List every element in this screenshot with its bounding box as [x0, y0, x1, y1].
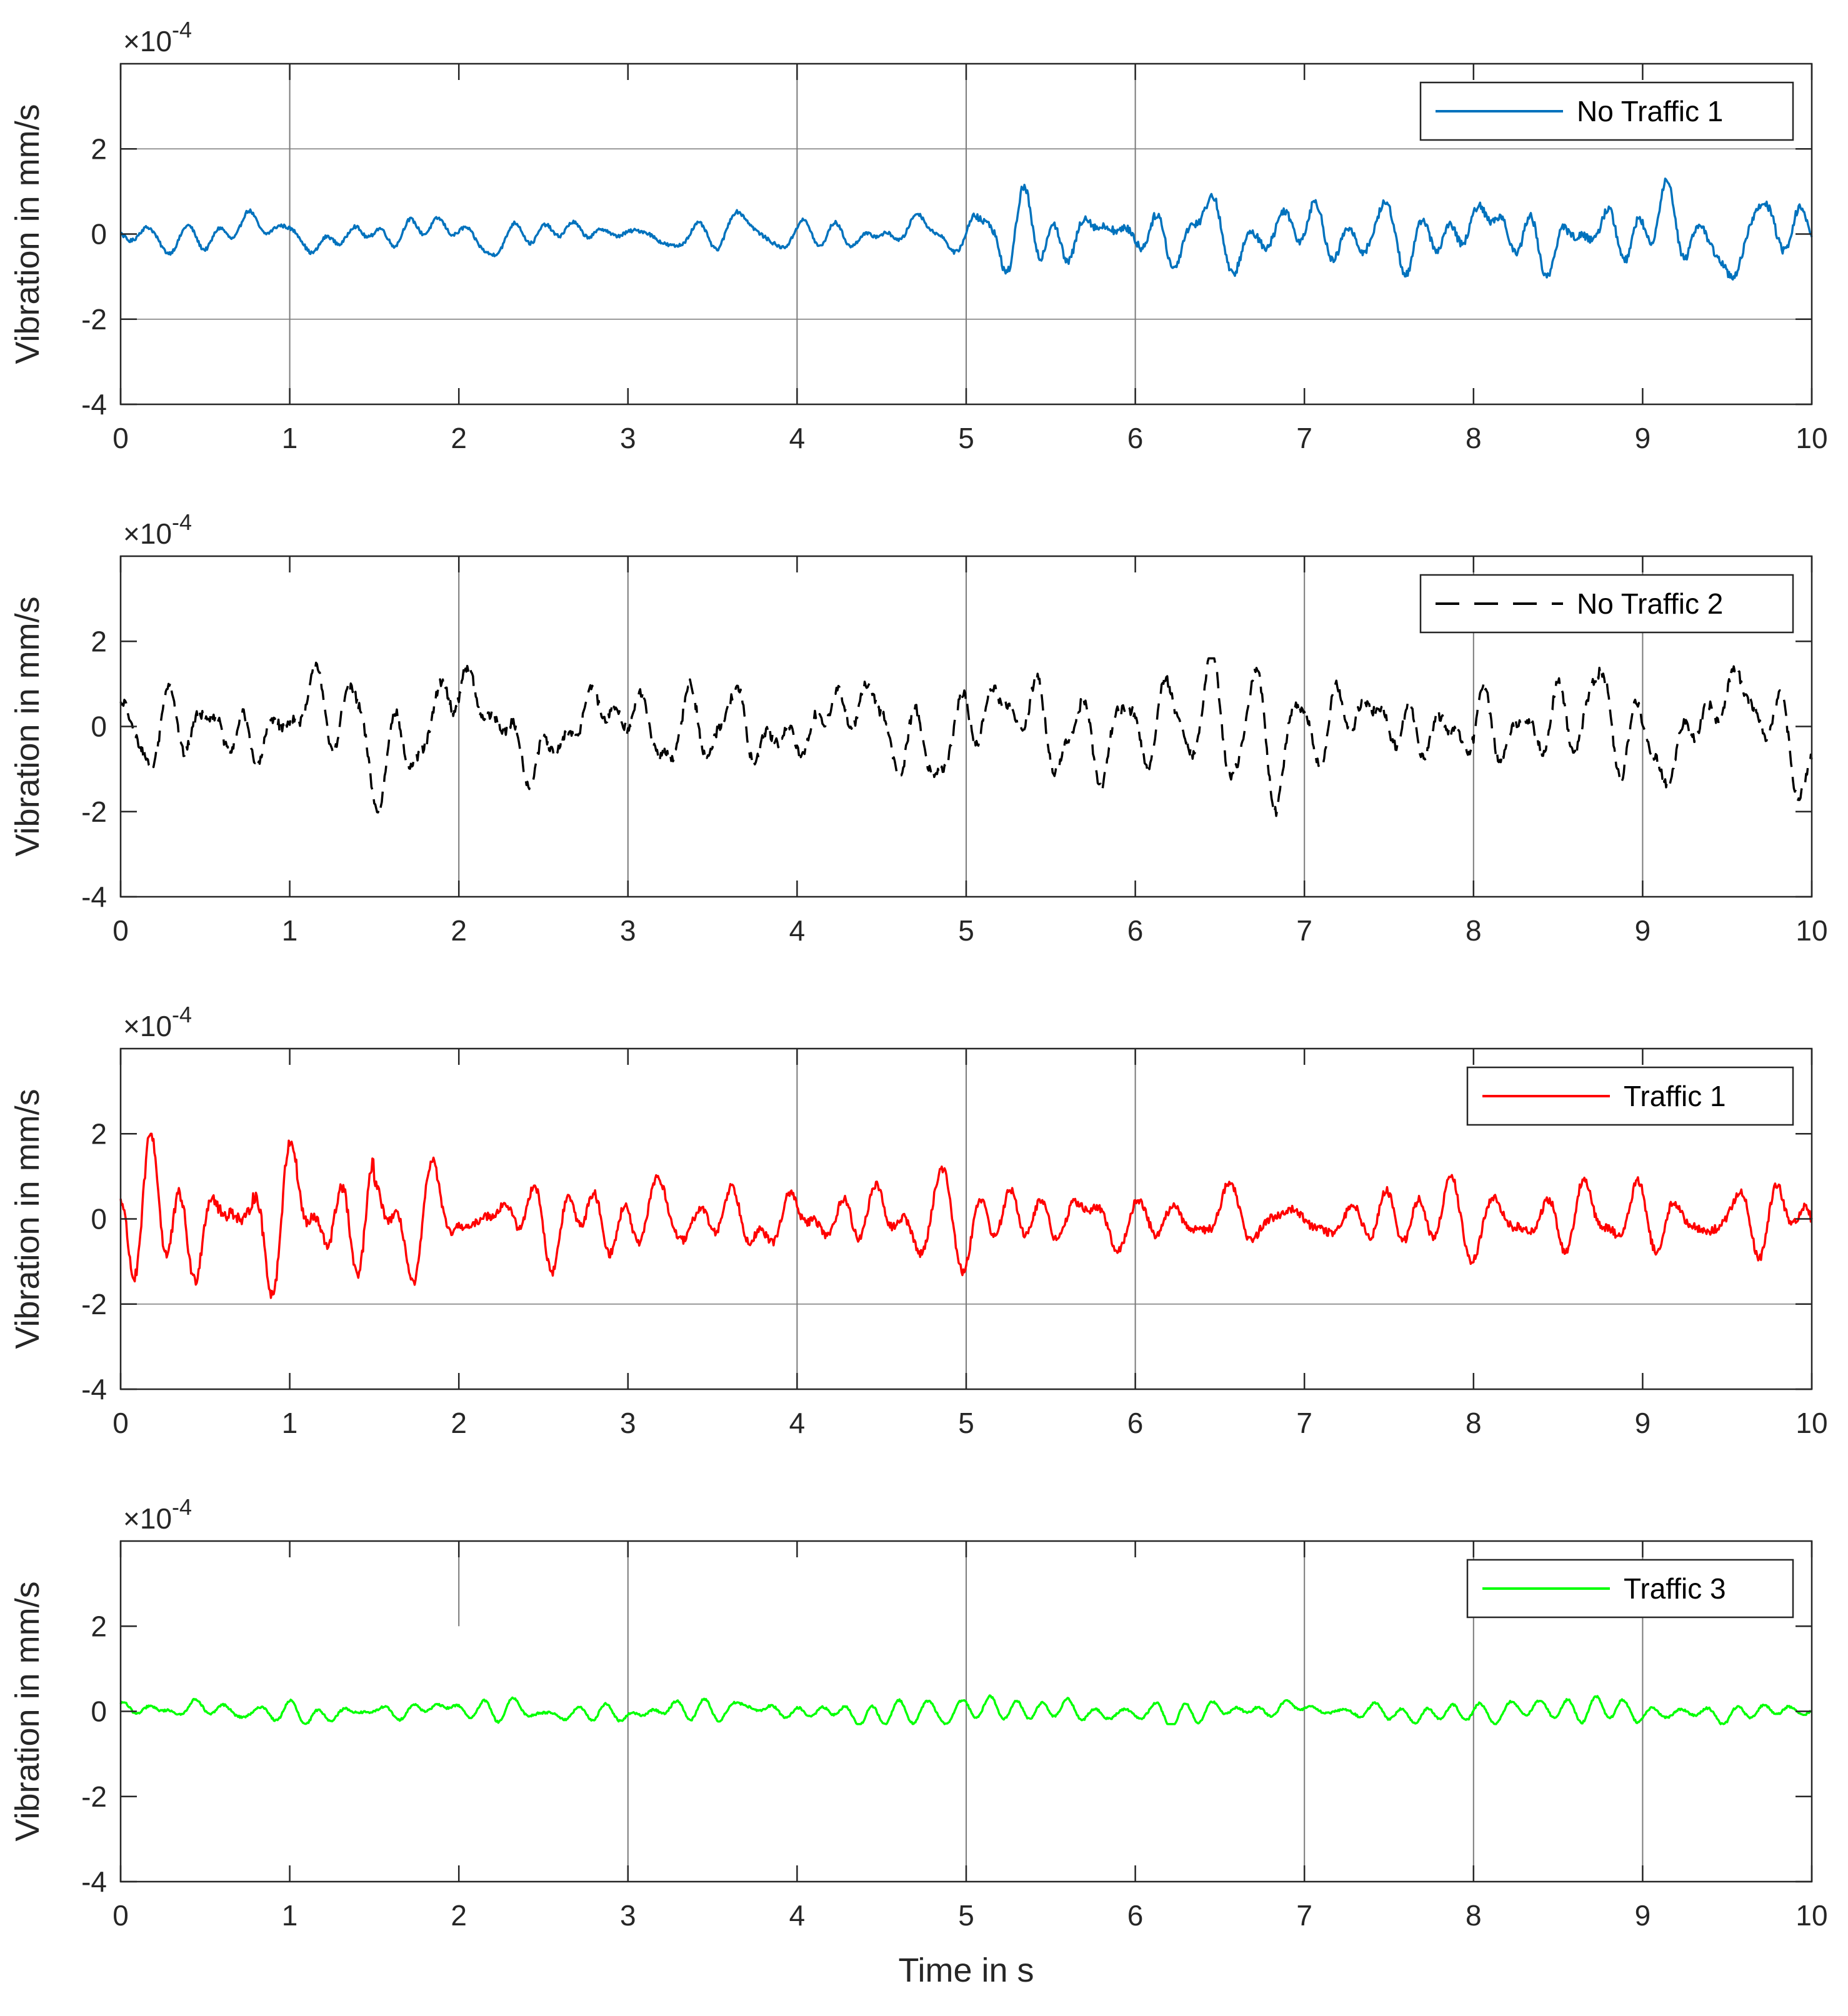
x-tick-label: 7 [1296, 422, 1312, 454]
x-tick-label: 5 [958, 1899, 974, 1932]
x-tick-label: 6 [1127, 422, 1144, 454]
x-tick-label: 1 [282, 1407, 298, 1439]
y-tick-label: -4 [81, 1865, 107, 1898]
legend: No Traffic 2 [1419, 574, 1794, 634]
series-line [119, 657, 1813, 817]
x-tick-label: 4 [789, 422, 806, 454]
y-tick-label: -2 [81, 1288, 107, 1320]
x-tick-label: 9 [1635, 422, 1651, 454]
x-tick-label: 2 [451, 914, 467, 947]
x-tick-label: 5 [958, 1407, 974, 1439]
x-tick-label: 10 [1796, 1407, 1827, 1439]
y-tick-label: 0 [91, 711, 107, 743]
legend-label: No Traffic 1 [1577, 95, 1723, 127]
legend: Traffic 1 [1466, 1066, 1794, 1126]
y-axis-label: Vibration in mm/s [9, 104, 46, 364]
x-tick-label: 2 [451, 1899, 467, 1932]
x-tick-label: 7 [1296, 1899, 1312, 1932]
y-exponent-label: ×10-4 [123, 1002, 192, 1042]
x-tick-label: 6 [1127, 1407, 1144, 1439]
subplot-no-traffic-2: 0 1 2 3 4 5 6 7 8 9 10 -4 -2 0 2 ×10-4 Vibration in mm/s… [9, 509, 1828, 947]
x-tick-label: 9 [1635, 1407, 1651, 1439]
x-tick-label: 1 [282, 1899, 298, 1932]
subplot-traffic-1: 0 1 2 3 4 5 6 7 8 9 10 -4 -2 0 2 ×10-4 Vibration in mm/s… [9, 1002, 1828, 1439]
x-tick-label: 0 [112, 422, 129, 454]
x-tick-label: 9 [1635, 1899, 1651, 1932]
y-tick-label: -2 [81, 796, 107, 828]
x-tick-label: 8 [1466, 914, 1482, 947]
x-tick-label: 1 [282, 914, 298, 947]
legend-label: Traffic 1 [1624, 1080, 1726, 1112]
x-tick-label: 10 [1796, 422, 1827, 454]
x-tick-label: 3 [620, 914, 636, 947]
y-tick-label: 0 [91, 1695, 107, 1728]
x-tick-label: 7 [1296, 1407, 1312, 1439]
y-tick-label: -4 [81, 388, 107, 421]
legend-label: No Traffic 2 [1577, 587, 1723, 620]
x-axis-label: Time in s [898, 1952, 1034, 1989]
y-tick-label: 2 [91, 132, 107, 165]
y-exponent-label: ×10-4 [123, 509, 192, 550]
x-tick-label: 4 [789, 914, 806, 947]
subplot-traffic-3: 0 1 2 3 4 5 6 7 8 9 10 -4 -2 0 2 ×10-4 Vibration in mm/s… [9, 1494, 1828, 1989]
y-axis-label: Vibration in mm/s [9, 1089, 46, 1349]
y-exponent-label: ×10-4 [123, 17, 192, 57]
series-line [119, 1694, 1813, 1725]
y-tick-label: 2 [91, 625, 107, 657]
x-tick-label: 3 [620, 1407, 636, 1439]
x-tick-label: 7 [1296, 914, 1312, 947]
x-tick-label: 1 [282, 422, 298, 454]
x-tick-label: 4 [789, 1899, 806, 1932]
x-tick-label: 6 [1127, 1899, 1144, 1932]
series-line [119, 177, 1813, 281]
x-tick-label: 5 [958, 914, 974, 947]
x-tick-label: 5 [958, 422, 974, 454]
x-tick-label: 4 [789, 1407, 806, 1439]
x-tick-label: 2 [451, 1407, 467, 1439]
x-tick-label: 10 [1796, 914, 1827, 947]
y-tick-label: -2 [81, 303, 107, 336]
y-tick-label: -4 [81, 1373, 107, 1405]
x-tick-label: 3 [620, 1899, 636, 1932]
y-tick-label: 2 [91, 1117, 107, 1150]
legend-label: Traffic 3 [1624, 1572, 1726, 1605]
legend: Traffic 3 [1466, 1559, 1794, 1619]
y-tick-label: -4 [81, 881, 107, 913]
x-tick-label: 8 [1466, 422, 1482, 454]
x-tick-label: 0 [112, 1899, 129, 1932]
x-tick-label: 0 [112, 914, 129, 947]
y-tick-label: 0 [91, 218, 107, 251]
series-line [119, 1132, 1813, 1299]
x-tick-label: 0 [112, 1407, 129, 1439]
x-tick-label: 3 [620, 422, 636, 454]
y-axis-label: Vibration in mm/s [9, 1581, 46, 1841]
subplot-no-traffic-1: 0 1 2 3 4 5 6 7 8 9 10 -4 -2 0 2 ×10-4 Vibration in mm/s… [9, 17, 1828, 454]
y-axis-label: Vibration in mm/s [9, 596, 46, 856]
legend-box [1466, 1559, 1794, 1619]
x-tick-label: 8 [1466, 1899, 1482, 1932]
x-tick-label: 9 [1635, 914, 1651, 947]
y-tick-label: 2 [91, 1610, 107, 1642]
y-exponent-label: ×10-4 [123, 1494, 192, 1535]
x-tick-label: 8 [1466, 1407, 1482, 1439]
x-tick-label: 6 [1127, 914, 1144, 947]
y-tick-label: 0 [91, 1203, 107, 1235]
x-tick-label: 10 [1796, 1899, 1827, 1932]
y-tick-label: -2 [81, 1780, 107, 1813]
legend: No Traffic 1 [1419, 81, 1794, 141]
x-tick-label: 2 [451, 422, 467, 454]
